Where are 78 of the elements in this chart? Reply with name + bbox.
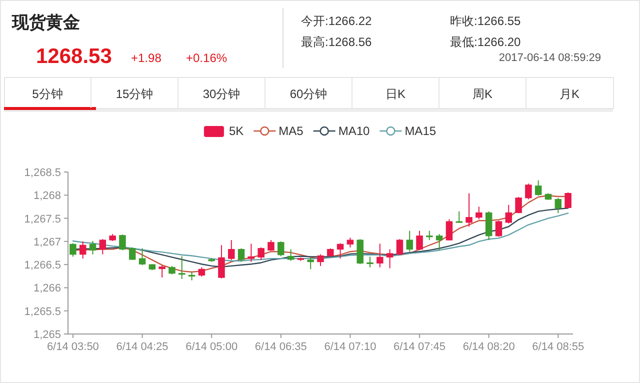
- candlestick: [138, 248, 146, 266]
- candlestick: [198, 266, 206, 278]
- y-tick-label: 1,268: [33, 190, 61, 202]
- candlestick: [406, 230, 413, 252]
- candlestick: [386, 248, 394, 269]
- candlestick: [505, 204, 512, 224]
- candlestick: [436, 234, 443, 251]
- candlestick: [466, 192, 472, 228]
- candlestick: [158, 264, 166, 278]
- candlestick: [89, 240, 96, 255]
- legend-label: MA5: [278, 124, 304, 138]
- x-tick-label: 6/14 08:55: [532, 341, 584, 353]
- candlestick: [317, 254, 324, 266]
- candlestick: [287, 248, 294, 262]
- text: 60分钟: [290, 87, 328, 101]
- x-tick-label: 6/14 06:35: [254, 341, 307, 353]
- text: 今开:1266.22: [301, 14, 372, 28]
- text: 2017-06-14 08:59:29: [498, 52, 601, 64]
- candlestick: [426, 230, 433, 241]
- x-tick-label: 6/14 07:10: [324, 341, 376, 353]
- candlestick: [446, 218, 453, 242]
- y-tick-label: 1,267.5: [24, 213, 61, 226]
- candlestick: [396, 238, 404, 256]
- candlestick: [307, 257, 314, 270]
- y-tick-label: 1,265: [33, 329, 61, 341]
- text: +1.98: [131, 51, 162, 65]
- x-tick-label: 6/14 08:20: [462, 341, 515, 353]
- chart-title: 现货黄金: [11, 13, 80, 32]
- candlestick: [258, 246, 264, 260]
- text: 5分钟: [32, 87, 63, 101]
- x-tick-label: 6/14 04:25: [116, 341, 168, 353]
- text: 日K: [385, 87, 406, 101]
- candlestick: [416, 230, 423, 251]
- text: +0.16%: [186, 51, 228, 65]
- legend-label: MA15: [404, 124, 436, 138]
- candlestick: [476, 206, 482, 220]
- y-tick-label: 1,266.5: [24, 260, 61, 272]
- legend-label: MA10: [338, 124, 370, 138]
- text: 周K: [472, 87, 493, 101]
- candlestick: [218, 244, 225, 279]
- candlestick: [564, 192, 572, 209]
- candlestick: [495, 220, 502, 238]
- candlestick: [70, 242, 76, 258]
- candlestick: [128, 246, 136, 260]
- candlestick: [178, 256, 186, 280]
- candlestick: [336, 242, 344, 260]
- candlestick: [356, 238, 364, 265]
- y-tick-label: 1,266: [33, 282, 61, 295]
- candlestick: [228, 240, 235, 260]
- candlestick: [534, 180, 542, 196]
- candlestick: [346, 237, 354, 248]
- text: 30分钟: [202, 87, 240, 101]
- candlestick: [525, 183, 532, 200]
- candlestick: [238, 248, 245, 262]
- y-tick-label: 1,268.5: [24, 167, 61, 179]
- candlestick: [554, 197, 562, 214]
- candlestick: [376, 243, 384, 268]
- x-tick-label: 6/14 05:00: [186, 341, 238, 353]
- candlestick: [99, 238, 106, 255]
- text: 最低:1266.20: [450, 35, 522, 49]
- candlestick: [79, 240, 86, 260]
- text: 昨收:1266.55: [450, 14, 522, 28]
- x-tick-label: 6/14 03:50: [46, 341, 99, 353]
- text: 15分钟: [116, 87, 154, 101]
- y-tick-label: 1,267: [33, 236, 61, 248]
- text: 1268.53: [36, 45, 112, 68]
- candlestick: [515, 196, 522, 214]
- y-tick-label: 1,265.5: [24, 306, 61, 318]
- candlestick: [119, 234, 126, 251]
- candlestick: [366, 256, 374, 268]
- legend-label: 5K: [228, 124, 244, 138]
- text: 最高:1268.56: [301, 35, 372, 49]
- text: 月K: [559, 87, 580, 101]
- candlestick: [456, 210, 462, 223]
- x-tick-label: 6/14 07:45: [394, 341, 446, 353]
- candlestick: [485, 210, 492, 241]
- candlestick: [278, 240, 284, 257]
- candlestick: [248, 243, 255, 262]
